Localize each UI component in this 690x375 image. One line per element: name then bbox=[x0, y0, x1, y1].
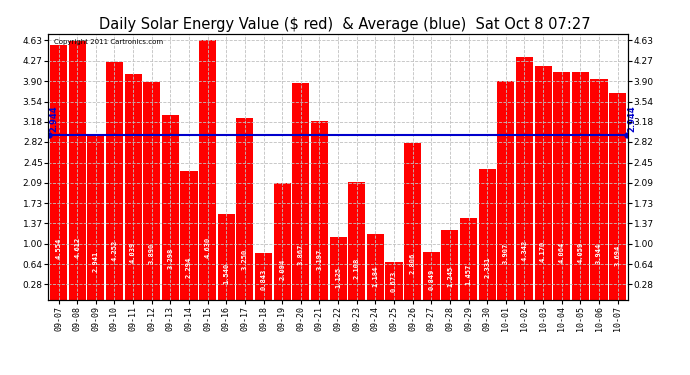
Bar bbox=[516, 57, 533, 300]
Text: 3.890: 3.890 bbox=[149, 243, 155, 264]
Bar bbox=[274, 183, 290, 300]
Bar bbox=[553, 72, 571, 300]
Bar bbox=[404, 143, 421, 300]
Bar bbox=[255, 253, 272, 300]
Bar bbox=[87, 135, 104, 300]
Text: 0.843: 0.843 bbox=[261, 269, 266, 290]
Bar bbox=[386, 262, 402, 300]
Text: 3.197: 3.197 bbox=[317, 249, 322, 270]
Text: 0.673: 0.673 bbox=[391, 270, 397, 291]
Text: Copyright 2011 Cartronics.com: Copyright 2011 Cartronics.com bbox=[54, 39, 164, 45]
Bar bbox=[442, 230, 458, 300]
Bar bbox=[330, 237, 346, 300]
Bar bbox=[293, 83, 309, 300]
Bar bbox=[535, 66, 552, 300]
Text: 3.867: 3.867 bbox=[298, 243, 304, 265]
Text: 1.184: 1.184 bbox=[373, 266, 378, 287]
Bar bbox=[609, 93, 627, 300]
Bar bbox=[180, 171, 197, 300]
Bar bbox=[348, 182, 365, 300]
Bar bbox=[367, 234, 384, 300]
Bar bbox=[199, 40, 216, 300]
Text: 4.059: 4.059 bbox=[578, 242, 583, 263]
Text: 0.849: 0.849 bbox=[428, 269, 434, 290]
Text: 4.612: 4.612 bbox=[75, 237, 80, 258]
Text: 3.907: 3.907 bbox=[503, 243, 509, 264]
Text: 1.125: 1.125 bbox=[335, 267, 341, 288]
Bar bbox=[572, 72, 589, 300]
Text: 1.245: 1.245 bbox=[447, 266, 453, 287]
Text: 2.108: 2.108 bbox=[354, 258, 359, 279]
Text: 2.331: 2.331 bbox=[484, 256, 490, 278]
Text: 1.540: 1.540 bbox=[224, 263, 229, 284]
Bar bbox=[143, 82, 160, 300]
Bar bbox=[218, 214, 235, 300]
Text: 2.941: 2.941 bbox=[93, 251, 99, 273]
Bar bbox=[50, 45, 67, 300]
Bar bbox=[106, 62, 123, 300]
Text: 2.294: 2.294 bbox=[186, 256, 192, 278]
Text: 4.342: 4.342 bbox=[522, 240, 527, 261]
Text: 2.094: 2.094 bbox=[279, 258, 285, 280]
Bar bbox=[68, 42, 86, 300]
Bar bbox=[124, 74, 141, 300]
Bar bbox=[161, 115, 179, 300]
Text: 3.944: 3.944 bbox=[596, 243, 602, 264]
Text: 4.039: 4.039 bbox=[130, 242, 136, 263]
Text: Daily Solar Energy Value ($ red)  & Average (blue)  Sat Oct 8 07:27: Daily Solar Energy Value ($ red) & Avera… bbox=[99, 17, 591, 32]
Text: 4.170: 4.170 bbox=[540, 241, 546, 262]
Bar bbox=[479, 170, 496, 300]
Bar bbox=[497, 81, 515, 300]
Text: 3.694: 3.694 bbox=[615, 245, 620, 266]
Text: 4.252: 4.252 bbox=[112, 240, 117, 261]
Bar bbox=[423, 252, 440, 300]
Text: 4.554: 4.554 bbox=[56, 238, 61, 259]
Text: 1.457: 1.457 bbox=[466, 264, 471, 285]
Bar bbox=[311, 121, 328, 300]
Text: 2.944: 2.944 bbox=[49, 105, 58, 132]
Bar bbox=[237, 118, 253, 300]
Bar bbox=[591, 79, 608, 300]
Text: 3.250: 3.250 bbox=[242, 249, 248, 270]
Text: 4.064: 4.064 bbox=[559, 242, 564, 263]
Text: 4.630: 4.630 bbox=[205, 237, 210, 258]
Text: 3.298: 3.298 bbox=[168, 248, 173, 270]
Text: 2.806: 2.806 bbox=[410, 252, 415, 274]
Bar bbox=[460, 218, 477, 300]
Text: 2.944: 2.944 bbox=[627, 105, 636, 132]
